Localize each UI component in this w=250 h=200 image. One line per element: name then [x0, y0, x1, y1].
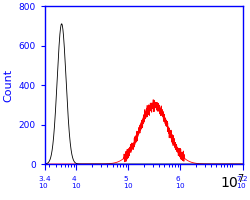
Y-axis label: Count: Count — [3, 68, 13, 102]
